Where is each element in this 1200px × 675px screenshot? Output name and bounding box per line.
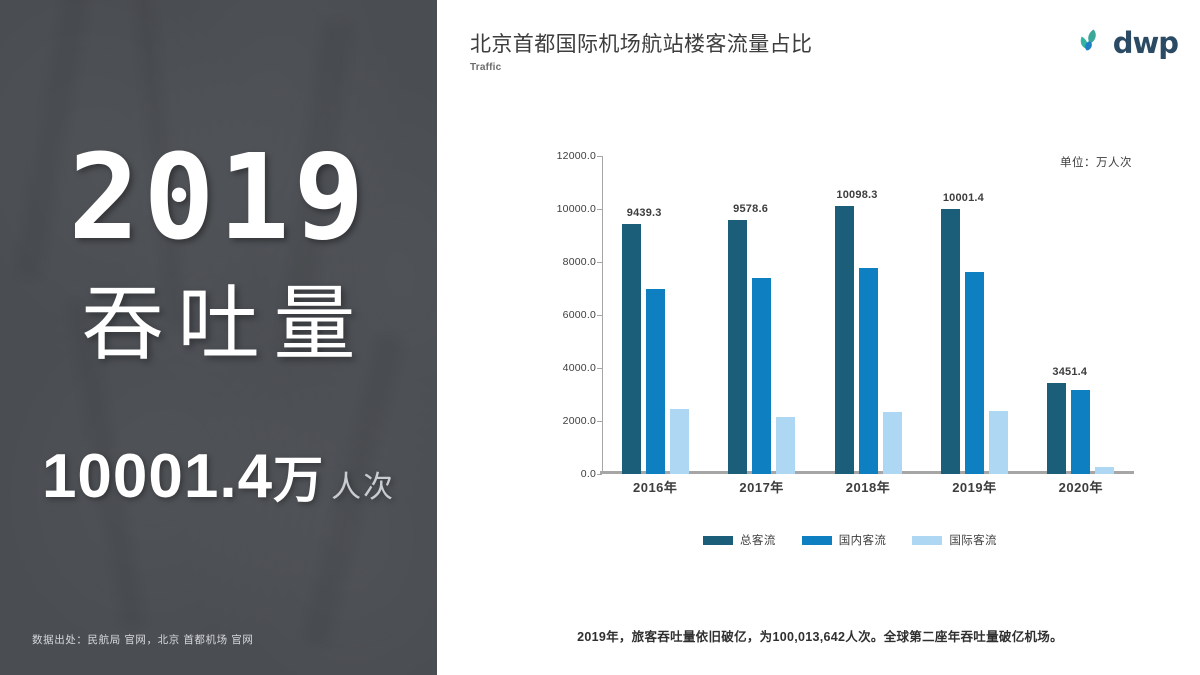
chart-group-bars	[1028, 156, 1134, 474]
chart-group-bars	[708, 156, 814, 474]
chart-bar	[858, 268, 878, 474]
left-hero-panel: 2019 吞吐量 10001.4万 人次 数据出处：民航局 官网，北京 首都机场 …	[0, 0, 437, 675]
legend-label: 国内客流	[838, 535, 887, 547]
hero-metric-wan: 万	[273, 452, 324, 508]
legend-swatch	[703, 535, 734, 545]
chart-group: 10098.3 2018年	[815, 156, 921, 495]
hero-year: 2019	[0, 138, 437, 256]
chart-bar	[776, 417, 796, 474]
chart-bar	[1095, 467, 1115, 474]
hero-metric-value: 10001.4	[41, 442, 274, 511]
legend-label: 总客流	[740, 535, 776, 547]
dwp-logo: dwp	[1076, 24, 1179, 61]
logo-wordmark: dwp	[1112, 25, 1179, 60]
chart-data-label: 3451.4	[1052, 365, 1088, 378]
x-axis-tick-label: 2018年	[845, 480, 891, 495]
legend-swatch	[801, 535, 832, 545]
footer-caption: 2019年，旅客吞吐量依旧破亿，为100,013,642人次。全球第二座年吞吐量…	[577, 630, 1063, 644]
chart-bar	[728, 220, 748, 474]
y-axis-tick-label: 12000.0	[540, 150, 602, 162]
y-axis-tick-label: 2000.0	[540, 415, 602, 427]
chart-legend: 总客流 国内客流 国际客流	[540, 532, 1160, 548]
hero-year-digit: 2	[68, 128, 144, 266]
chart-bar	[882, 412, 902, 474]
chart-bar	[1071, 389, 1091, 474]
y-axis-tick-label: 10000.0	[540, 203, 602, 215]
page-title: 北京首都国际机场航站楼客流量占比	[470, 33, 813, 56]
hero-metric: 10001.4万 人次	[0, 440, 437, 512]
hero-year-digit: 1	[218, 128, 294, 266]
chart-bar	[988, 410, 1008, 474]
chart-data-label: 10001.4	[942, 191, 984, 204]
chart-plot-area: 0.0 2000.0 4000.0 6000.0 8000.0 10000.0 12000.…	[557, 150, 1134, 495]
chart-group-bars	[921, 156, 1027, 474]
legend-item[interactable]: 总客流	[703, 532, 776, 548]
chart-bar	[669, 409, 689, 474]
hero-year-digit: 9	[293, 128, 369, 266]
chart-group: 9578.6 2017年	[708, 156, 814, 495]
x-axis-tick-label: 2019年	[952, 480, 997, 495]
chart-bar	[1047, 382, 1067, 474]
chart-group: 10001.4 2019年	[921, 156, 1027, 495]
leaf-icon	[1076, 24, 1108, 61]
legend-swatch	[912, 535, 943, 545]
y-axis-tick-label: 0.0	[540, 468, 602, 480]
chart-data-label: 10098.3	[836, 189, 878, 202]
hero-chinese-title: 吞吐量	[81, 279, 370, 370]
chart-bar	[964, 272, 984, 474]
chart-bar-groups: 9439.3 2016年 9578.6 2017年 10098.3 2018年 10001.…	[602, 156, 1134, 495]
source-note: 数据出处：民航局 官网，北京 首都机场 官网	[32, 634, 254, 646]
chart-data-label: 9578.6	[733, 203, 769, 216]
legend-item[interactable]: 国际客流	[912, 532, 997, 548]
chart-group-bars	[815, 156, 921, 474]
chart-bar	[645, 288, 665, 474]
x-axis-tick-label: 2020年	[1058, 480, 1104, 495]
bar-chart: 单位：万人次 0.0 2000.0 4000.0 6000.0 8000.0 10000.…	[540, 148, 1160, 496]
page-subtitle: Traffic	[470, 62, 502, 73]
y-axis-tick-label: 4000.0	[540, 362, 602, 374]
y-axis-line	[602, 156, 603, 474]
legend-label: 国际客流	[949, 535, 997, 547]
chart-data-label: 9439.3	[626, 206, 662, 219]
hero-year-digit: 0	[143, 128, 219, 266]
chart-bar	[940, 208, 960, 474]
chart-group-bars	[602, 156, 708, 474]
chart-bar	[834, 206, 854, 474]
x-axis-tick-label: 2017年	[739, 480, 784, 495]
chart-bar	[752, 277, 772, 474]
legend-item[interactable]: 国内客流	[801, 532, 887, 548]
y-axis-tick-label: 8000.0	[540, 256, 602, 268]
chart-unit-note: 单位：万人次	[1060, 157, 1132, 169]
chart-bar	[621, 223, 641, 474]
y-axis-tick-label: 6000.0	[540, 309, 602, 321]
chart-group: 3451.4 2020年	[1028, 156, 1134, 495]
hero-metric-unit: 人次	[331, 471, 396, 504]
x-axis-tick-label: 2016年	[632, 480, 678, 495]
chart-group: 9439.3 2016年	[602, 156, 708, 495]
